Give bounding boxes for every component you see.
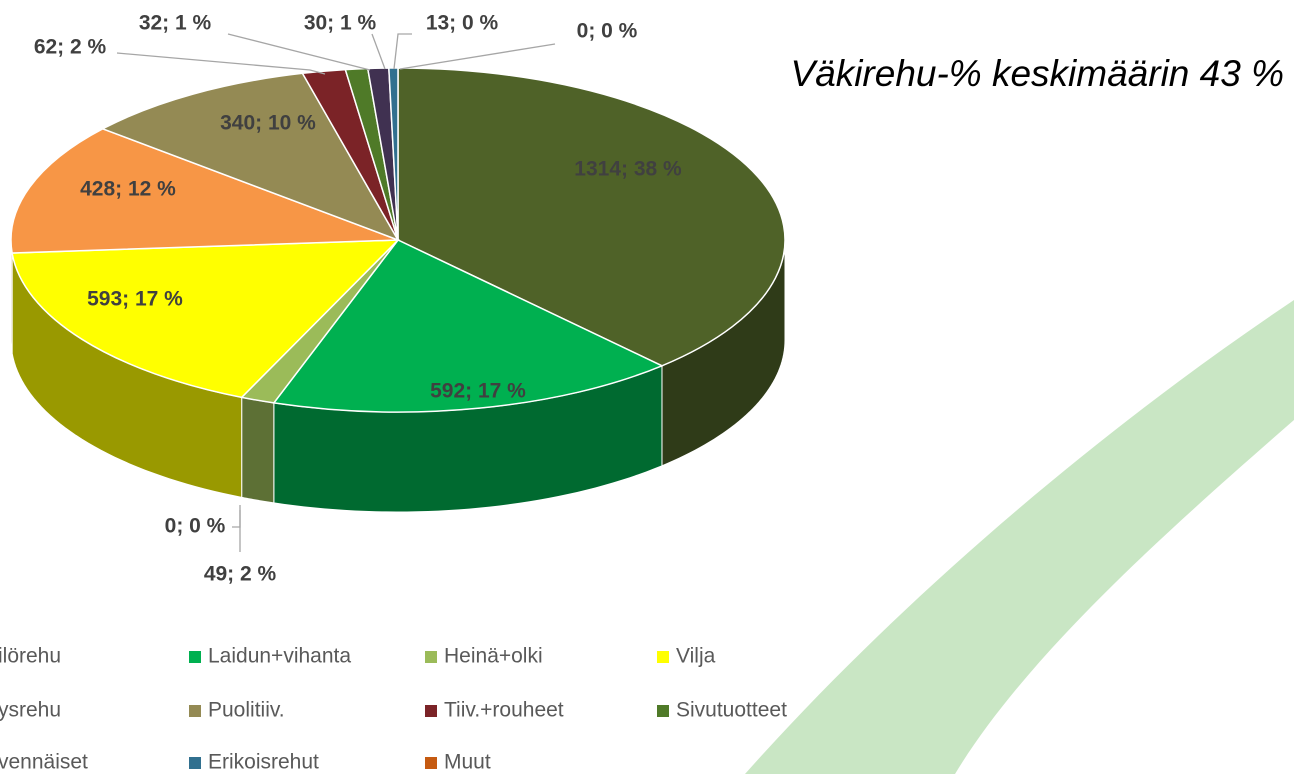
legend-label: vennäiset <box>0 751 88 774</box>
pie-slice <box>397 67 786 367</box>
leader-lines <box>116 33 556 552</box>
data-label: 0; 0 % <box>577 20 638 43</box>
background-swoosh <box>745 300 1294 774</box>
data-label: 1314; 38 % <box>574 158 682 181</box>
legend-label: ysrehu <box>0 699 61 722</box>
data-label: 340; 10 % <box>220 112 316 135</box>
leader-line <box>399 43 556 70</box>
legend-label: Tiiv.+rouheet <box>444 699 564 722</box>
legend-label: Muut <box>444 751 491 774</box>
pie-side <box>241 396 275 504</box>
data-label: 62; 2 % <box>34 36 107 59</box>
data-label: 13; 0 % <box>426 12 499 35</box>
legend-swatch <box>189 705 201 717</box>
pie-slice <box>10 128 399 254</box>
legend-swatch <box>657 651 669 663</box>
data-label: 30; 1 % <box>304 12 377 35</box>
data-label: 0; 0 % <box>165 515 226 538</box>
data-label: 592; 17 % <box>430 380 526 403</box>
legend-label: Sivutuotteet <box>676 699 787 722</box>
legend-label: Laidun+vihanta <box>208 645 351 668</box>
legend-swatch <box>425 705 437 717</box>
legend-label: ilörehu <box>0 645 61 668</box>
data-label: 428; 12 % <box>80 178 176 201</box>
legend-swatch <box>189 651 201 663</box>
legend-label: Vilja <box>676 645 716 668</box>
legend-label: Heinä+olki <box>444 645 543 668</box>
pie-slice <box>272 239 664 413</box>
legend-swatch <box>425 757 437 769</box>
legend-label: Erikoisrehut <box>208 751 319 774</box>
pie-slice <box>100 72 400 242</box>
pie-slice <box>11 239 400 399</box>
annotation: Väkirehu-% keskimäärin 43 % <box>790 53 1284 94</box>
pie-slice <box>388 67 399 241</box>
pie-side <box>10 239 13 354</box>
leader-line <box>371 33 386 70</box>
legend-swatch <box>657 705 669 717</box>
pie-tops <box>10 67 786 413</box>
leader-line <box>393 33 412 70</box>
pie-sides <box>10 239 786 513</box>
data-label: 49; 2 % <box>204 563 277 586</box>
leader-line <box>232 505 241 528</box>
legend-label: Puolitiiv. <box>208 699 285 722</box>
data-label: 32; 1 % <box>139 12 212 35</box>
leader-line <box>227 33 371 71</box>
leader-line <box>116 52 326 75</box>
legend-swatch <box>425 651 437 663</box>
data-label: 593; 17 % <box>87 288 183 311</box>
legend-swatch <box>189 757 201 769</box>
